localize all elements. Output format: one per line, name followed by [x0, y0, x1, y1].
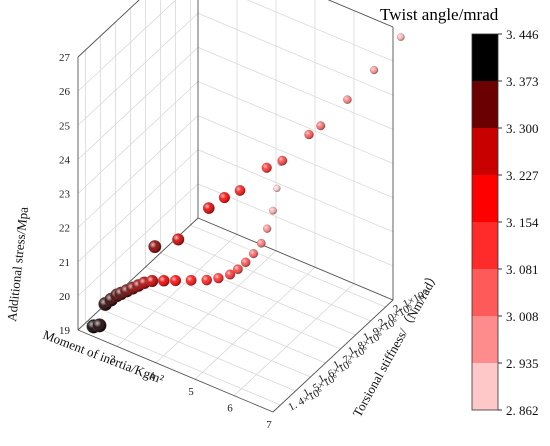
- z-tick-label: 25: [59, 120, 71, 132]
- data-point-highlight: [263, 224, 272, 233]
- colorbar-band: [472, 222, 498, 269]
- data-point-highlight: [316, 121, 326, 131]
- axes-grid: [77, 0, 394, 413]
- data-point-highlight: [257, 239, 266, 248]
- colorbar-band: [472, 175, 498, 222]
- grid-line-y: [100, 308, 296, 392]
- data-point-highlight: [218, 192, 230, 204]
- grid-line-z: [77, 115, 199, 228]
- grid-line-z: [197, 81, 394, 164]
- data-point-highlight: [172, 233, 185, 246]
- data-point-highlight: [343, 95, 352, 104]
- grid-line-z: [77, 149, 199, 263]
- x-tick-label: 3: [110, 353, 116, 365]
- data-point-highlight: [225, 269, 236, 280]
- grid-line-z: [197, 183, 394, 267]
- colorbar-tick-label: 3. 373: [506, 74, 539, 89]
- colorbar-tick-label: 2. 862: [506, 403, 539, 418]
- colorbar-band: [472, 81, 498, 128]
- colorbar-tick-label: 3. 227: [506, 168, 539, 183]
- z-tick-label: 24: [59, 154, 71, 166]
- grid-line-x: [233, 283, 355, 396]
- grid-line-y: [130, 280, 326, 364]
- x-tick-label: 5: [188, 386, 194, 398]
- data-point-highlight: [158, 275, 170, 287]
- colorbar-tick-label: 3. 154: [506, 215, 539, 230]
- grid-line-y: [160, 252, 356, 336]
- data-point-highlight: [234, 185, 246, 196]
- grid-line-x: [155, 250, 277, 364]
- z-tick-label: 22: [59, 223, 70, 235]
- data-point-highlight: [261, 162, 272, 173]
- x-tick-label: 7: [266, 419, 272, 431]
- colorbar-tick-label: 3. 008: [506, 309, 539, 324]
- colorbar-bands: [471, 33, 499, 411]
- data-point-highlight: [249, 249, 258, 259]
- colorbar-band: [472, 269, 498, 316]
- data-point-highlight: [146, 274, 159, 287]
- axis-edge: [77, 329, 274, 413]
- data-point-highlight: [273, 184, 281, 192]
- grid-line-z: [77, 0, 177, 92]
- data-point-highlight: [203, 202, 215, 214]
- colorbar-tick-labels: 3. 446 3. 373 3. 300 3. 227 3. 154 3. 081 3. 0…: [498, 27, 539, 418]
- z-axis-label: Additional stress/Mpa: [4, 206, 31, 322]
- grid-line-y: [115, 294, 311, 378]
- data-point-highlight: [241, 257, 251, 267]
- grid-line-y: [190, 224, 386, 308]
- grid-line-z: [77, 81, 199, 194]
- data-points: [86, 33, 405, 334]
- colorbar-tick-label: 3. 081: [506, 262, 539, 277]
- x-tick-label: 4: [149, 370, 155, 382]
- colorbar: Twist angle/mrad 3. 446 3. 373 3. 300 3. 22…: [380, 5, 539, 418]
- z-tick-label: 20: [59, 291, 71, 303]
- grid-line-z: [77, 47, 199, 160]
- colorbar-band: [472, 363, 498, 410]
- z-tick-label: 23: [59, 189, 71, 201]
- axis-edge: [197, 217, 394, 301]
- z-tick-label: 19: [59, 325, 71, 337]
- grid-line-z: [327, 0, 394, 28]
- grid-line-x: [194, 266, 316, 380]
- x-tick-label: 6: [227, 403, 233, 415]
- axis-edge: [327, 0, 394, 28]
- grid-line-z: [77, 183, 199, 297]
- grid-line-y: [85, 322, 281, 406]
- axis-edge: [272, 299, 394, 413]
- colorbar-band: [472, 128, 498, 175]
- grid-line-z: [77, 12, 199, 126]
- data-point-highlight: [397, 33, 405, 41]
- data-point-highlight: [185, 274, 197, 286]
- grid-line-z: [77, 0, 140, 58]
- grid-line-z: [197, 115, 394, 198]
- grid-line-z: [197, 47, 394, 130]
- data-point-highlight: [92, 318, 107, 333]
- grid-line-z: [197, 12, 394, 96]
- grid-line-z: [246, 0, 394, 62]
- colorbar-tick-label: 2. 935: [506, 356, 539, 371]
- grid-line-z: [197, 149, 394, 233]
- data-point-highlight: [304, 129, 314, 140]
- z-tick-label: 26: [59, 86, 71, 98]
- grid-line-x: [116, 234, 238, 347]
- colorbar-band: [472, 316, 498, 363]
- colorbar-tick-label: 3. 300: [506, 121, 539, 136]
- data-point-highlight: [277, 155, 288, 166]
- data-point-highlight: [170, 275, 181, 287]
- data-point-highlight: [370, 66, 379, 75]
- data-point-highlight: [269, 206, 277, 215]
- z-tick-label: 27: [59, 52, 71, 64]
- data-point-highlight: [148, 240, 162, 253]
- data-point-highlight: [201, 274, 212, 286]
- axis-edge: [77, 0, 140, 58]
- colorbar-title: Twist angle/mrad: [380, 5, 499, 24]
- data-point-highlight: [213, 273, 224, 284]
- x-axis-label: Moment of inertia/Kgm²: [41, 327, 166, 387]
- z-tick-label: 21: [59, 257, 70, 269]
- colorbar-tick-label: 3. 446: [506, 27, 539, 42]
- grid-line-y: [175, 238, 371, 322]
- data-point-highlight: [233, 264, 243, 275]
- colorbar-band: [472, 34, 498, 81]
